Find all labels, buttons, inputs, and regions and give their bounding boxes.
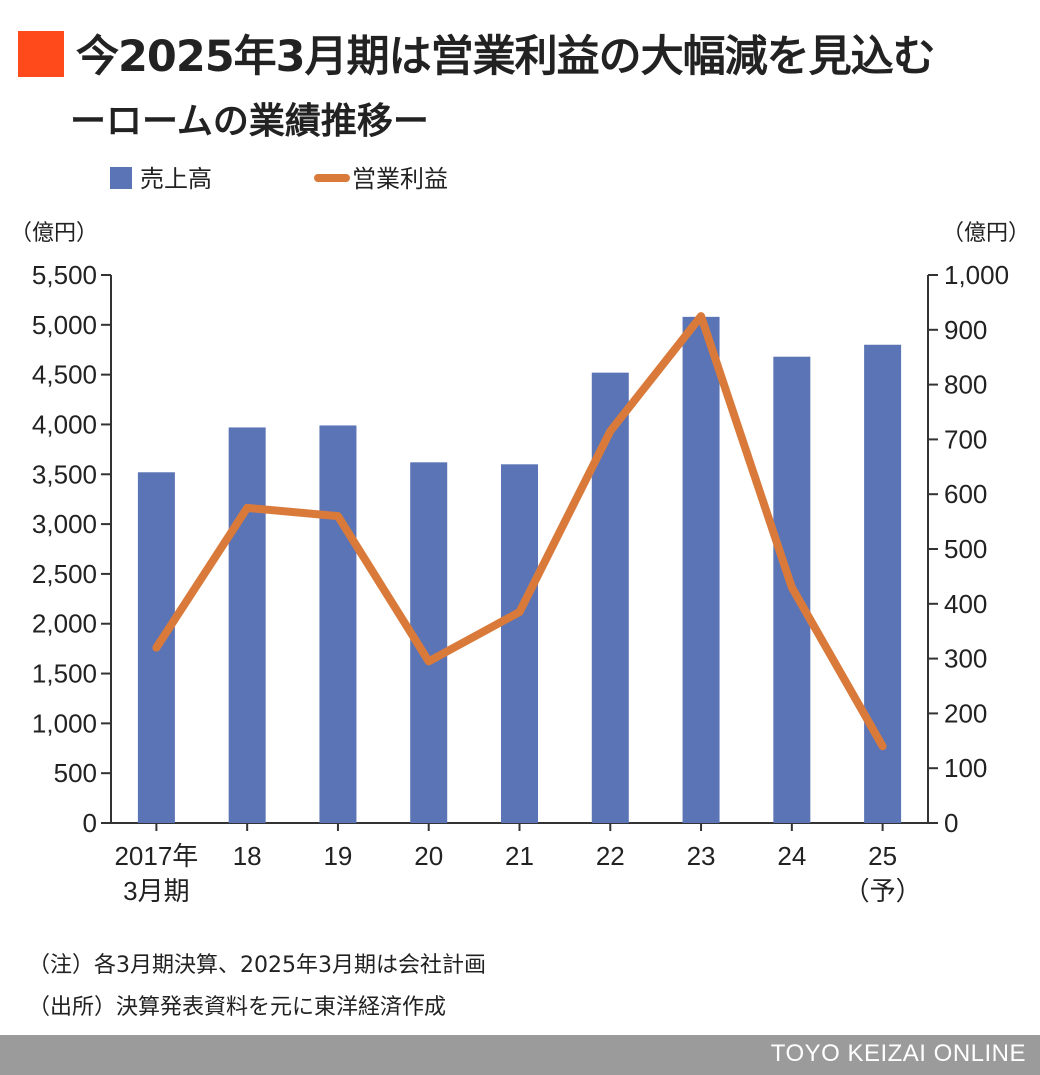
x-tick-label-line: 24 [777, 841, 806, 871]
line-point [606, 427, 614, 435]
x-tick-label-line: 21 [505, 841, 534, 871]
line-point [879, 742, 887, 750]
line-point [516, 608, 523, 616]
line-point [425, 657, 433, 665]
x-tick-label-line: 20 [414, 841, 443, 871]
left-axis-unit: （億円） [10, 220, 98, 245]
legend-bar-swatch [110, 167, 132, 189]
left-tick-label: 1,500 [32, 659, 97, 689]
x-tick-label: 18 [233, 841, 262, 871]
x-tick-label: 24 [777, 841, 806, 871]
x-tick-label-line: （予） [844, 876, 922, 906]
x-tick-label: 25 （予） [844, 841, 922, 906]
left-tick-label: 5,500 [32, 260, 97, 290]
x-tick-label: 20 [414, 841, 443, 871]
bar [501, 464, 538, 823]
source-text: （出所）決算発表資料を元に東洋経済作成 [28, 995, 447, 1020]
left-tick-label: 2,500 [32, 559, 97, 589]
x-tick-label-line: 25 [868, 841, 897, 871]
footer-bar: TOYO KEIZAI ONLINE [0, 1035, 1040, 1075]
line-point [152, 644, 160, 652]
left-tick-label: 2,000 [32, 609, 97, 639]
left-tick-label: 4,000 [32, 409, 97, 439]
footer-brand: TOYO KEIZAI ONLINE [770, 1040, 1026, 1067]
right-tick-label: 200 [944, 698, 987, 728]
x-tick-label: 23 [687, 841, 716, 871]
left-tick-label: 3,000 [32, 509, 97, 539]
chart-area: 0 500 1,000 1,500 2,000 2,500 3,000 3,500 4,000 4… [10, 166, 1030, 906]
x-tick-label-line: 22 [596, 841, 625, 871]
x-tick-label-line: 2017年 [114, 841, 198, 871]
chart-subtitle: ーロームの業績推移ー [70, 101, 429, 142]
x-tick-label: 2017年 3月期 [114, 841, 198, 906]
left-tick-label: 5,000 [32, 310, 97, 340]
right-tick-label: 300 [944, 644, 987, 674]
right-axis-unit: （億円） [942, 220, 1030, 245]
title-marker [18, 31, 64, 77]
left-tick-label: 500 [54, 758, 97, 788]
bar [682, 316, 720, 823]
x-tick-label-line: 3月期 [123, 876, 189, 906]
line-point [788, 583, 796, 591]
right-tick-label: 700 [944, 424, 987, 454]
x-tick-label: 22 [596, 841, 625, 871]
x-tick-label-line: 18 [233, 841, 262, 871]
right-tick-label: 400 [944, 589, 987, 619]
right-tick-label: 600 [944, 479, 987, 509]
bar [591, 372, 629, 823]
right-tick-label: 800 [944, 370, 987, 400]
legend-line-label: 営業利益 [352, 166, 448, 193]
left-tick-label: 4,500 [32, 360, 97, 390]
x-tick-label-line: 23 [687, 841, 716, 871]
line-point [697, 312, 705, 320]
left-tick-label: 0 [83, 808, 97, 838]
bar-series [137, 316, 902, 823]
line-point [243, 504, 251, 512]
line-point [334, 512, 342, 520]
bar [864, 344, 902, 823]
left-tick-label: 3,500 [32, 459, 97, 489]
chart-title: 今2025年3月期は営業利益の大幅減を見込む [76, 32, 936, 82]
x-tick-label: 21 [505, 841, 534, 871]
legend-bar-label: 売上高 [140, 166, 212, 193]
notes: （注）各3月期決算、2025年3月期は会社計画 （出所）決算発表資料を元に東洋経… [28, 945, 486, 1029]
right-tick-label: 100 [944, 753, 987, 783]
bar [228, 427, 266, 823]
right-tick-label: 900 [944, 315, 987, 345]
legend: 売上高 営業利益 [110, 166, 448, 193]
note-text: （注）各3月期決算、2025年3月期は会社計画 [28, 953, 486, 978]
right-tick-label: 500 [944, 534, 987, 564]
right-tick-label: 0 [944, 808, 958, 838]
left-tick-label: 1,000 [32, 708, 97, 738]
right-tick-label: 1,000 [944, 260, 1009, 290]
x-tick-label: 19 [323, 841, 352, 871]
bar [319, 425, 357, 823]
x-tick-label-line: 19 [323, 841, 352, 871]
line-series [152, 312, 887, 751]
